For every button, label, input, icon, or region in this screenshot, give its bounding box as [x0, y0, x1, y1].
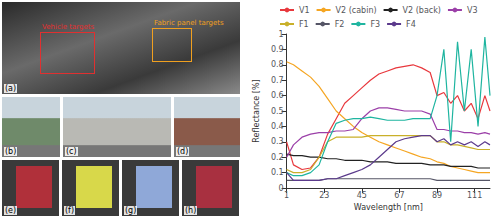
- html-text:(a): (a): [5, 84, 17, 93]
- svg-text:1: 1: [284, 191, 289, 200]
- svg-text:V1: V1: [299, 6, 310, 15]
- html-text:Fabric panel targets: Fabric panel targets: [154, 19, 224, 27]
- html-text:(c): (c): [66, 147, 77, 156]
- svg-text:F1: F1: [299, 20, 309, 29]
- html-text:(h): (h): [185, 206, 197, 215]
- svg-text:0.5: 0.5: [271, 107, 284, 116]
- svg-text:F2: F2: [335, 20, 345, 29]
- svg-text:V3: V3: [467, 6, 478, 15]
- svg-text:23: 23: [319, 191, 329, 200]
- svg-text:89: 89: [432, 191, 442, 200]
- html-text:(b): (b): [5, 147, 17, 156]
- svg-text:V2 (back): V2 (back): [403, 6, 441, 15]
- svg-text:0.6: 0.6: [271, 91, 284, 100]
- svg-text:67: 67: [394, 191, 404, 200]
- svg-text:Reflectance [%]: Reflectance [%]: [252, 79, 261, 142]
- svg-text:0: 0: [279, 184, 284, 193]
- svg-text:0.8: 0.8: [271, 60, 284, 69]
- svg-text:0.1: 0.1: [271, 168, 284, 177]
- svg-text:0.3: 0.3: [271, 137, 284, 146]
- svg-text:Wavelength [nm]: Wavelength [nm]: [354, 203, 423, 212]
- svg-text:0.7: 0.7: [271, 76, 284, 85]
- html-text:(e): (e): [5, 206, 17, 215]
- svg-text:0.9: 0.9: [271, 45, 284, 54]
- svg-text:1: 1: [279, 30, 284, 39]
- html-text:(d): (d): [177, 147, 189, 156]
- svg-text:V2 (cabin): V2 (cabin): [336, 6, 377, 15]
- svg-text:F3: F3: [370, 20, 380, 29]
- svg-text:45: 45: [357, 191, 367, 200]
- html-text:(g): (g): [125, 206, 137, 215]
- html-text:(f): (f): [65, 206, 75, 215]
- html-text:Vehicle targets: Vehicle targets: [42, 23, 95, 31]
- svg-text:F4: F4: [406, 20, 416, 29]
- svg-text:111: 111: [467, 191, 482, 200]
- svg-text:0.4: 0.4: [271, 122, 284, 131]
- svg-text:0.2: 0.2: [271, 153, 284, 162]
